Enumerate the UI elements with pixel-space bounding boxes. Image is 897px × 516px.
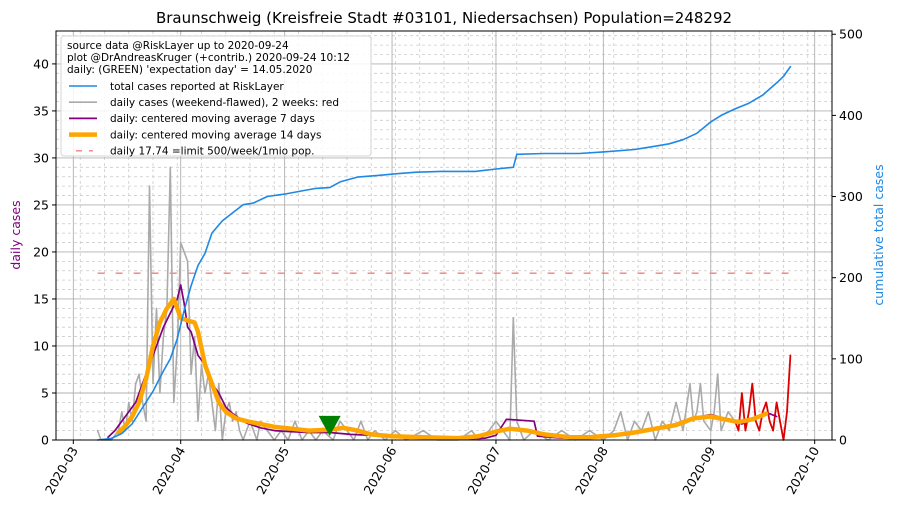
y-tick-label-left: 5 [41,385,49,400]
y-tick-label-right: 400 [839,108,863,123]
x-tick-label: 2020-09 [679,444,718,497]
legend-label: daily 17.74 =limit 500/week/1mio pop. [110,146,315,158]
y-tick-label-right: 500 [839,27,863,42]
y-tick-label-right: 100 [839,351,863,366]
x-tick-label: 2020-03 [42,444,81,497]
legend-label: daily: centered moving average 7 days [110,113,315,125]
y-tick-label-left: 25 [33,197,49,212]
y-tick-label-left: 35 [33,103,49,118]
legend-entries: total cases reported at RiskLayer daily c… [69,81,339,158]
x-tick-label: 2020-05 [253,444,292,497]
source-line-3: daily: (GREEN) 'expectation day' = 14.05… [67,64,312,76]
legend-label: daily cases (weekend-flawed), 2 weeks: r… [110,97,339,109]
source-line-1: source data @RiskLayer up to 2020-09-24 [67,40,289,52]
series-layer [96,65,792,441]
x-tick-label: 2020-04 [149,444,188,497]
source-line-2: plot @DrAndreasKruger (+contrib.) 2020-0… [67,52,350,64]
x-axis: 2020-03 2020-04 2020-05 2020-06 2020-07 2020-… [42,440,822,497]
y-tick-label-left: 40 [33,56,49,71]
y-tick-label-left: 20 [33,244,49,259]
legend-label: total cases reported at RiskLayer [110,81,284,93]
chart-title: Braunschweig (Kreisfreie Stadt #03101, N… [156,9,732,27]
y-axis-right: 0 100 200 300 400 500 [832,27,863,448]
y-tick-label-left: 10 [33,338,49,353]
y-tick-label-left: 30 [33,150,49,165]
y-axis-label-left: daily cases [8,200,23,269]
series-daily-recent [734,354,792,441]
legend-label: daily: centered moving average 14 days [110,129,322,141]
x-tick-label: 2020-08 [572,444,611,497]
y-tick-label-right: 200 [839,270,863,285]
legend-box [60,35,372,157]
y-tick-label-left: 15 [33,291,49,306]
y-tick-label-right: 0 [839,433,847,448]
plot-frame [55,30,833,441]
legend: source data @RiskLayer up to 2020-09-24 … [60,35,372,158]
y-tick-label-right: 300 [839,189,863,204]
y-tick-label-left: 0 [41,433,49,448]
expectation-day-marker [318,415,341,436]
series-daily [96,166,736,441]
y-axis-label-right: cumulative total cases [871,164,886,305]
x-tick-label: 2020-06 [361,444,400,497]
y-axis-left: 0 5 10 15 20 25 30 35 40 [33,56,56,448]
x-tick-label: 2020-10 [783,444,822,497]
series-total [96,65,792,441]
x-tick-label: 2020-07 [464,444,503,497]
